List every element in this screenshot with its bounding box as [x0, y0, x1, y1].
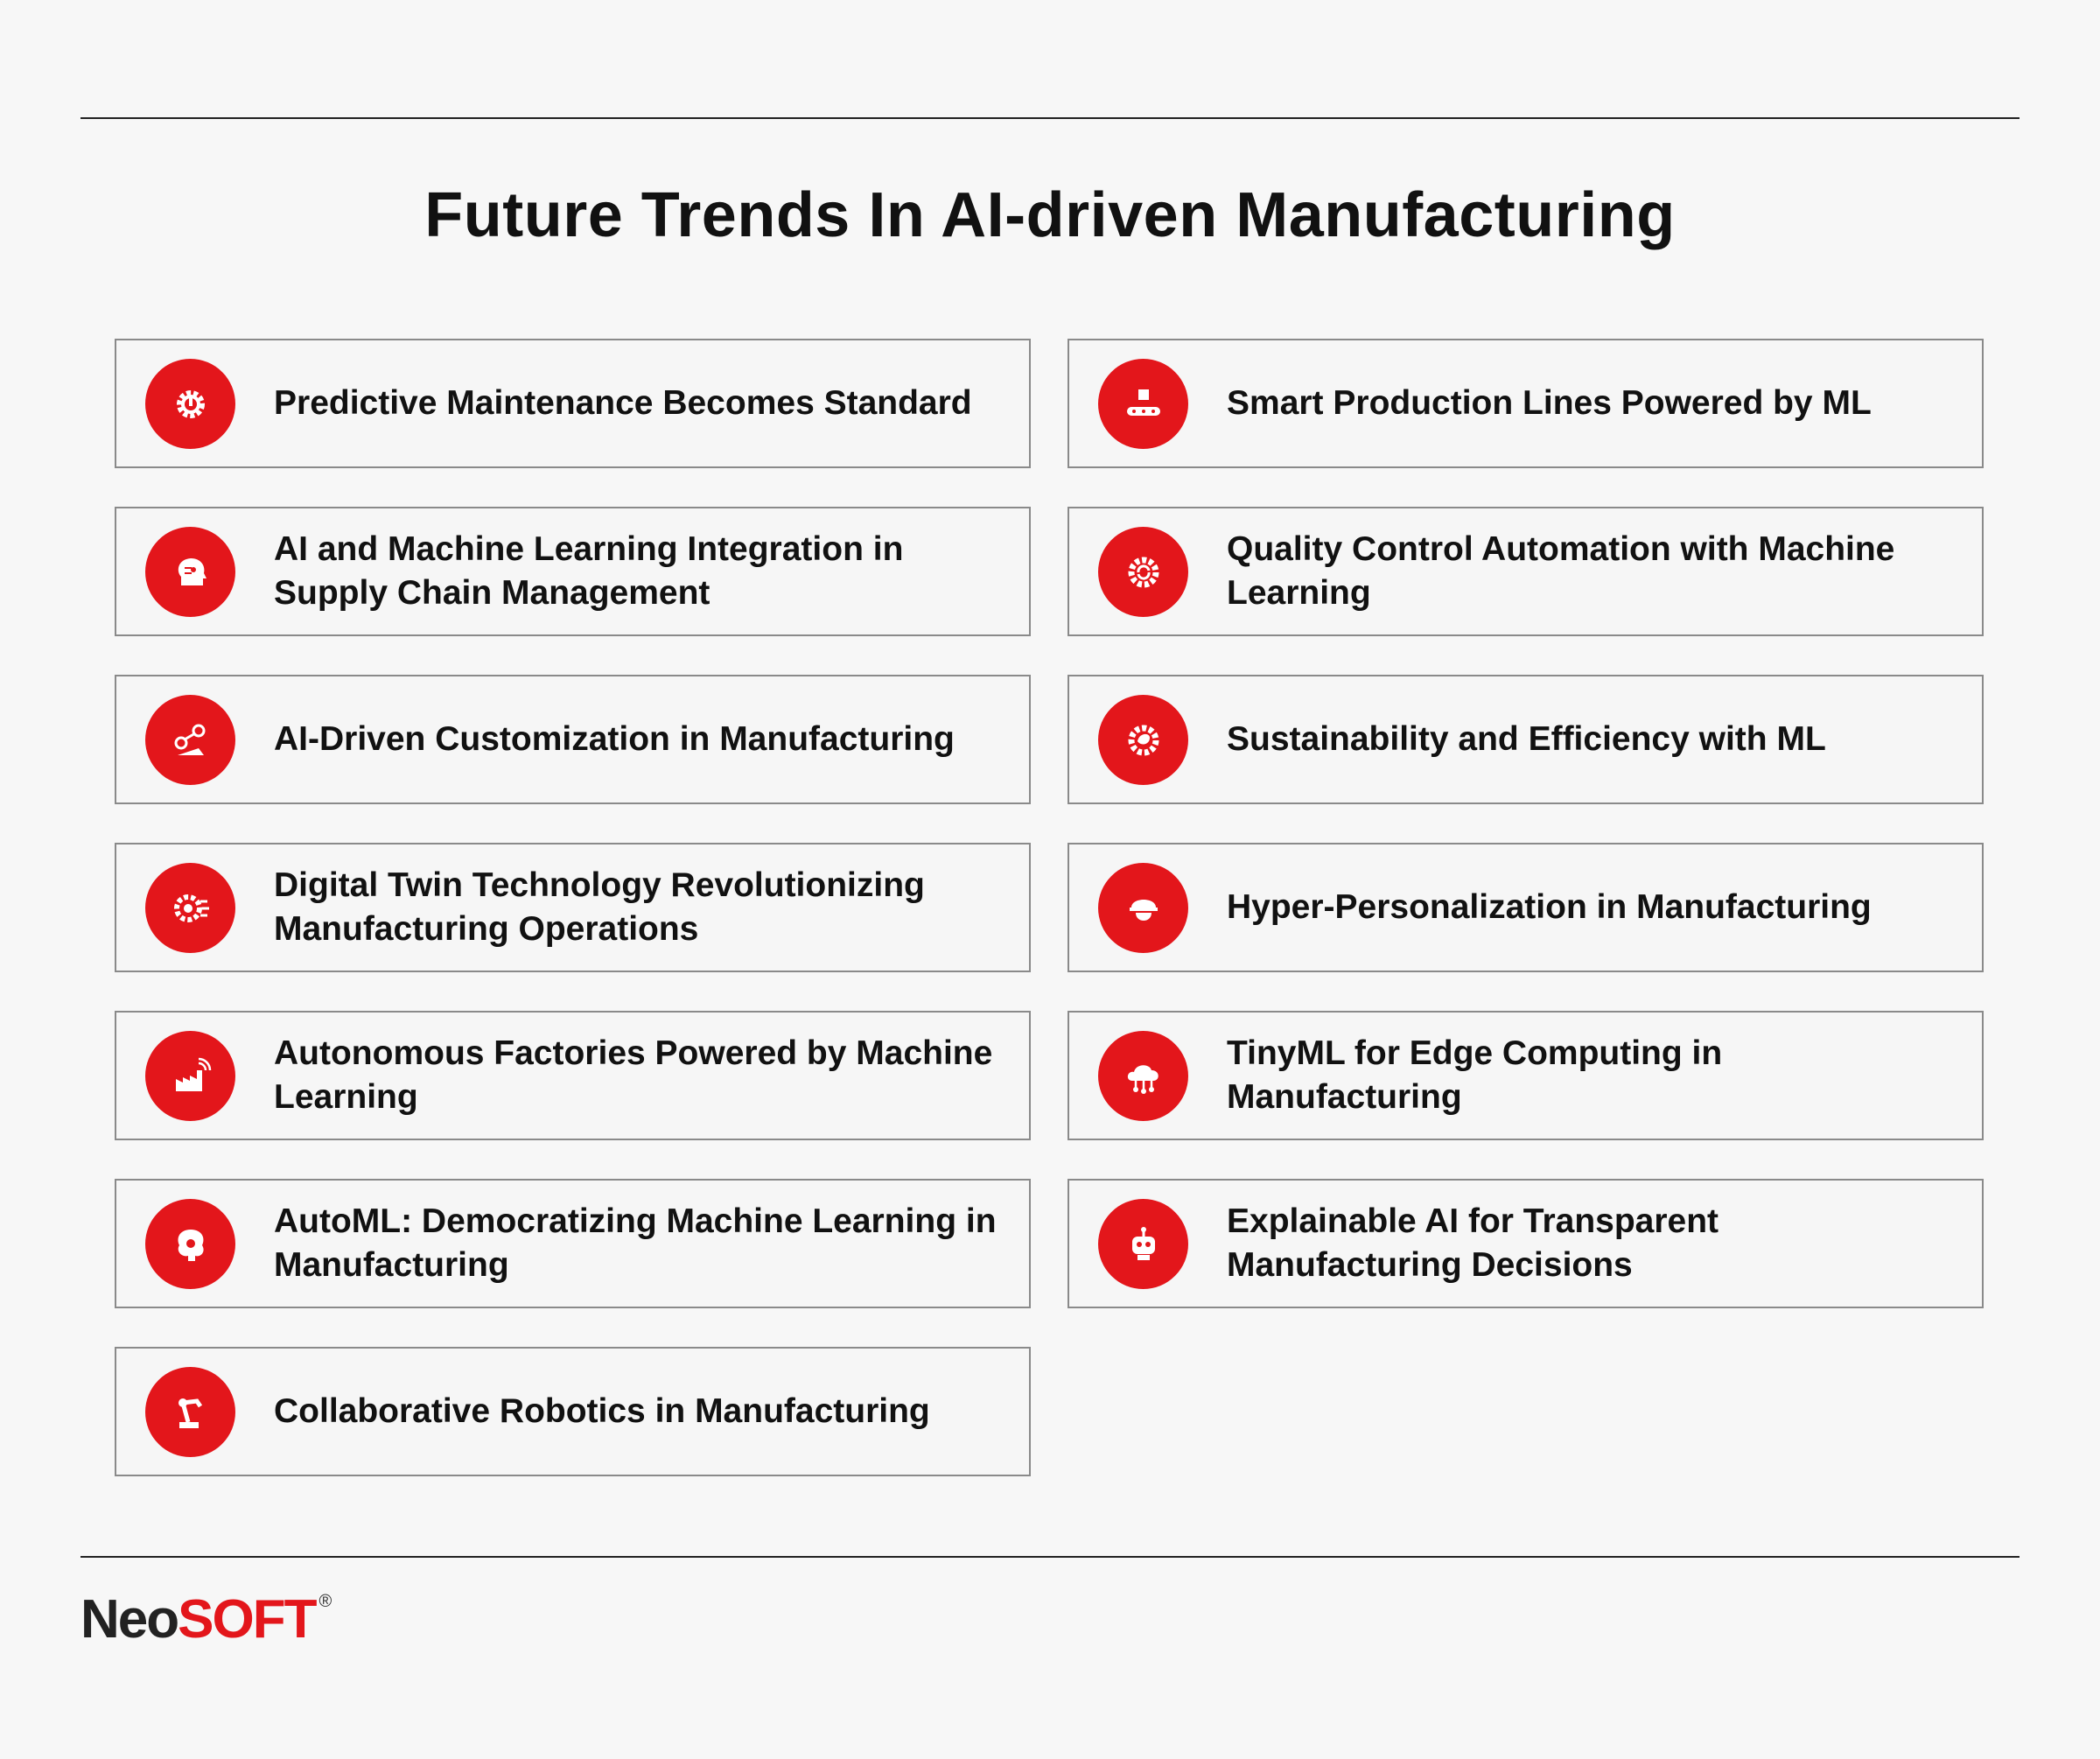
trend-label: Smart Production Lines Powered by ML [1227, 384, 1872, 422]
gear-power-icon [145, 359, 235, 449]
trend-label: Hyper-Personalization in Manufacturing [1227, 888, 1872, 926]
trend-card: Collaborative Robotics in Manufacturing [115, 1347, 1031, 1476]
trend-card: Quality Control Automation with Machine … [1068, 507, 1984, 636]
worker-helmet-icon [1098, 863, 1188, 953]
trend-label: AutoML: Democratizing Machine Learning i… [274, 1202, 997, 1284]
trend-card: Explainable AI for Transparent Manufactu… [1068, 1179, 1984, 1308]
trend-label: Explainable AI for Transparent Manufactu… [1227, 1202, 1719, 1284]
robot-head-icon [1098, 1199, 1188, 1289]
trend-card: Predictive Maintenance Becomes Standard [115, 339, 1031, 468]
robot-arm-icon [145, 695, 235, 785]
gear-circuit-icon [145, 863, 235, 953]
trend-card: Hyper-Personalization in Manufacturing [1068, 843, 1984, 972]
trend-card: Digital Twin Technology Revolutionizing … [115, 843, 1031, 972]
trend-label: AI and Machine Learning Integration in S… [274, 530, 904, 612]
trend-label: Digital Twin Technology Revolutionizing … [274, 866, 925, 948]
neosoft-logo: NeoSOFT ® [80, 1588, 332, 1650]
top-divider [80, 117, 2020, 119]
registered-mark: ® [318, 1592, 332, 1611]
logo-neo: Neo [80, 1589, 179, 1650]
cloud-network-icon [1098, 1031, 1188, 1121]
trend-label: Predictive Maintenance Becomes Standard [274, 384, 972, 422]
trend-label: Sustainability and Efficiency with ML [1227, 720, 1826, 758]
trend-card: Autonomous Factories Powered by Machine … [115, 1011, 1031, 1140]
page-title: Future Trends In AI-driven Manufacturing [424, 180, 1676, 250]
trend-label: Autonomous Factories Powered by Machine … [274, 1034, 993, 1116]
trend-card: AI-Driven Customization in Manufacturing [115, 675, 1031, 804]
trend-label: TinyML for Edge Computing in Manufacturi… [1227, 1034, 1723, 1116]
factory-wireless-icon [145, 1031, 235, 1121]
trend-card: AI and Machine Learning Integration in S… [115, 507, 1031, 636]
gear-refresh-icon [1098, 527, 1188, 617]
conveyor-icon [1098, 359, 1188, 449]
eco-gear-icon [1098, 695, 1188, 785]
trend-card: AutoML: Democratizing Machine Learning i… [115, 1179, 1031, 1308]
trend-card: TinyML for Edge Computing in Manufacturi… [1068, 1011, 1984, 1140]
brain-gear-icon [145, 1199, 235, 1289]
logo-soft: SOFT [178, 1589, 317, 1650]
ai-head-icon [145, 527, 235, 617]
trend-card: Sustainability and Efficiency with ML [1068, 675, 1984, 804]
trend-card: Smart Production Lines Powered by ML [1068, 339, 1984, 468]
trend-label: Collaborative Robotics in Manufacturing [274, 1392, 930, 1430]
robotic-arm-icon [145, 1367, 235, 1457]
bottom-divider [80, 1556, 2020, 1558]
trend-label: Quality Control Automation with Machine … [1227, 530, 1895, 612]
trend-label: AI-Driven Customization in Manufacturing [274, 720, 955, 758]
